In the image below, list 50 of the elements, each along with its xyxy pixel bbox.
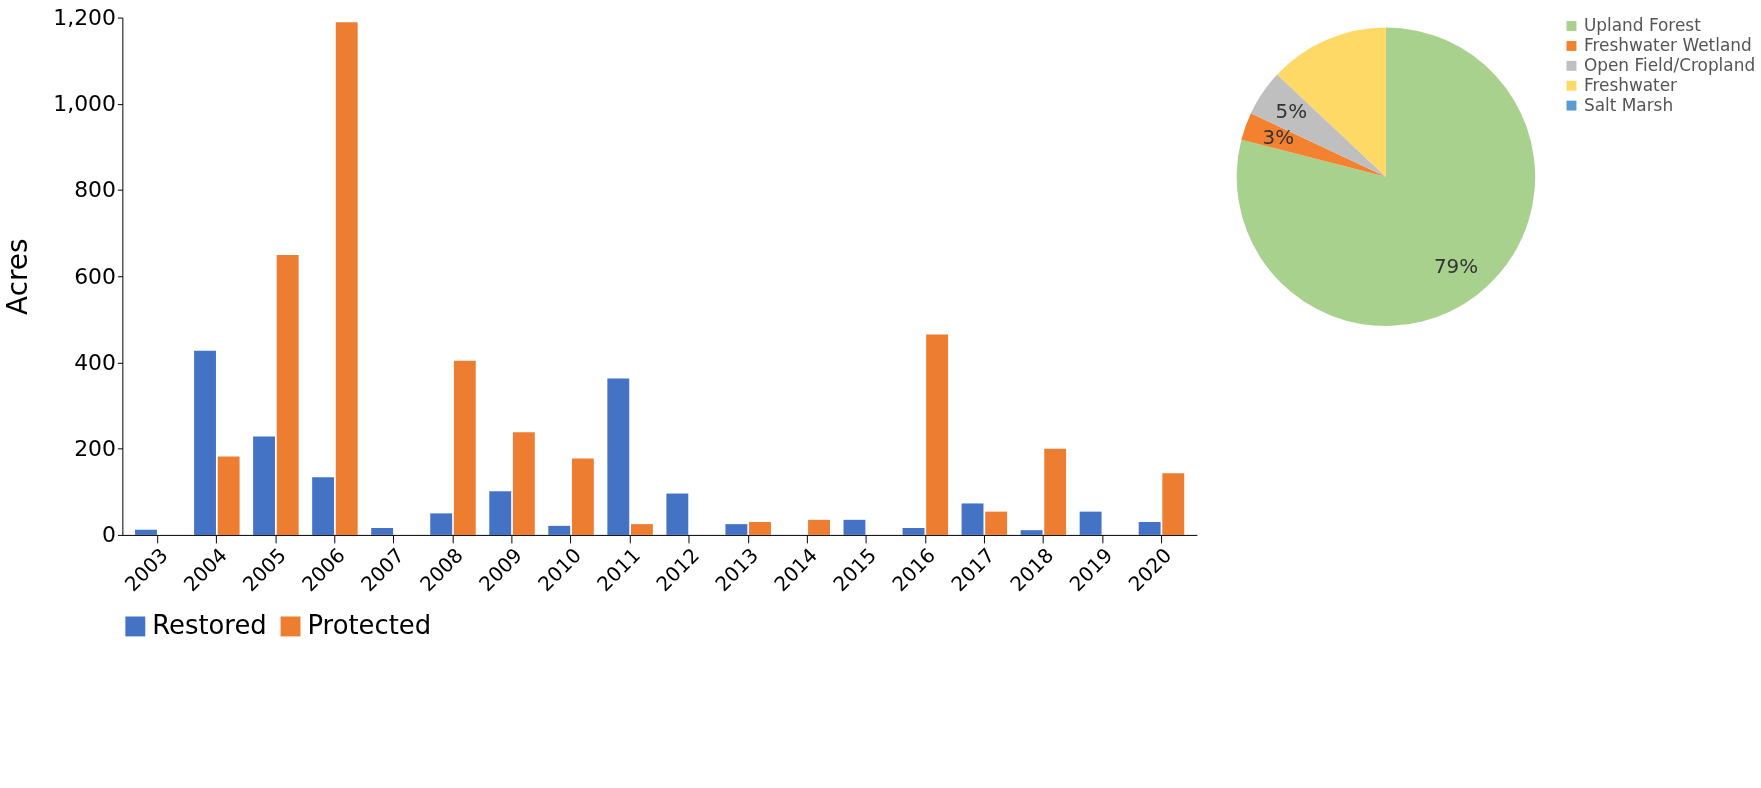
y-axis-title: Acres <box>1 238 35 315</box>
legend-label: Freshwater Wetland <box>1583 34 1752 55</box>
y-tick-label: 400 <box>74 349 116 375</box>
legend-label: Restored <box>152 610 267 641</box>
legend-label: Protected <box>307 610 432 641</box>
pie-slice <box>1236 27 1536 326</box>
legend-label: Salt Marsh <box>1583 94 1674 115</box>
bar <box>666 493 689 535</box>
bar <box>749 521 771 535</box>
bar <box>961 503 984 535</box>
y-tick-label: 0 <box>101 522 116 548</box>
bar <box>512 432 535 535</box>
bar <box>548 525 571 535</box>
legend-label: Freshwater <box>1583 74 1678 95</box>
bar <box>985 511 1008 535</box>
bar <box>843 519 866 535</box>
bar <box>1020 530 1043 535</box>
legend-label: Upland Forest <box>1583 14 1702 35</box>
y-tick-label: 200 <box>74 436 116 462</box>
bar <box>276 255 299 535</box>
bar <box>217 456 240 535</box>
bar <box>430 513 453 535</box>
y-tick-label: 1,000 <box>53 91 116 117</box>
bar <box>607 378 630 535</box>
y-tick-label: 1,200 <box>53 5 116 31</box>
bar <box>135 529 157 535</box>
bar <box>926 334 949 535</box>
bar <box>253 436 276 535</box>
y-tick-label: 800 <box>74 177 116 203</box>
bar <box>1079 511 1102 535</box>
bar <box>902 528 925 535</box>
bar <box>335 22 358 535</box>
bar <box>1138 521 1161 535</box>
bar <box>630 524 653 535</box>
legend-label: Open Field/Cropland <box>1583 54 1756 75</box>
bar <box>312 477 335 535</box>
bar <box>1044 448 1067 535</box>
data-label: 5% <box>1275 100 1308 124</box>
y-tick-label: 600 <box>74 263 116 289</box>
data-label: 3% <box>1262 125 1295 149</box>
bar <box>371 528 394 535</box>
bar <box>489 491 512 535</box>
bar <box>571 458 594 535</box>
bar <box>1162 473 1185 535</box>
data-label: 79% <box>1433 255 1479 279</box>
bar <box>808 519 830 535</box>
bar <box>453 360 476 535</box>
bar <box>194 350 216 535</box>
bar <box>725 524 748 535</box>
pie-slice <box>1250 74 1386 177</box>
